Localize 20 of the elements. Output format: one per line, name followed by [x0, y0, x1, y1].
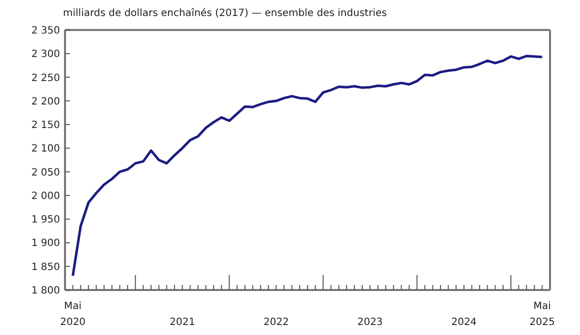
y-tick-label: 2 200	[31, 96, 60, 108]
y-axis-title: milliards de dollars enchaînés (2017) — ensemble des industries	[63, 8, 387, 19]
x-tick-label: 2022	[263, 317, 289, 328]
x-tick-label: 2024	[451, 317, 477, 328]
y-tick-label: 2 100	[31, 144, 60, 155]
y-tick-label: 1 800	[31, 286, 60, 296]
y-tick-label: 1 900	[31, 238, 60, 250]
x-tick-label: 2021	[170, 317, 196, 328]
y-tick-label: 2 300	[31, 49, 60, 60]
y-tick-label: 2 350	[31, 26, 60, 36]
y-tick-label: 1 850	[31, 262, 60, 273]
y-tick-label: 2 000	[31, 190, 60, 202]
y-tick-label: 2 150	[31, 120, 60, 132]
x-tick-label: Mai 2025	[529, 301, 555, 328]
y-tick-label: 2 050	[31, 167, 60, 178]
x-tick-label: 2023	[357, 317, 383, 328]
y-tick-label: 1 950	[31, 214, 60, 226]
y-tick-label: 2 250	[31, 72, 60, 84]
x-tick-label: Mai 2020	[60, 301, 86, 328]
line-series	[72, 54, 544, 278]
